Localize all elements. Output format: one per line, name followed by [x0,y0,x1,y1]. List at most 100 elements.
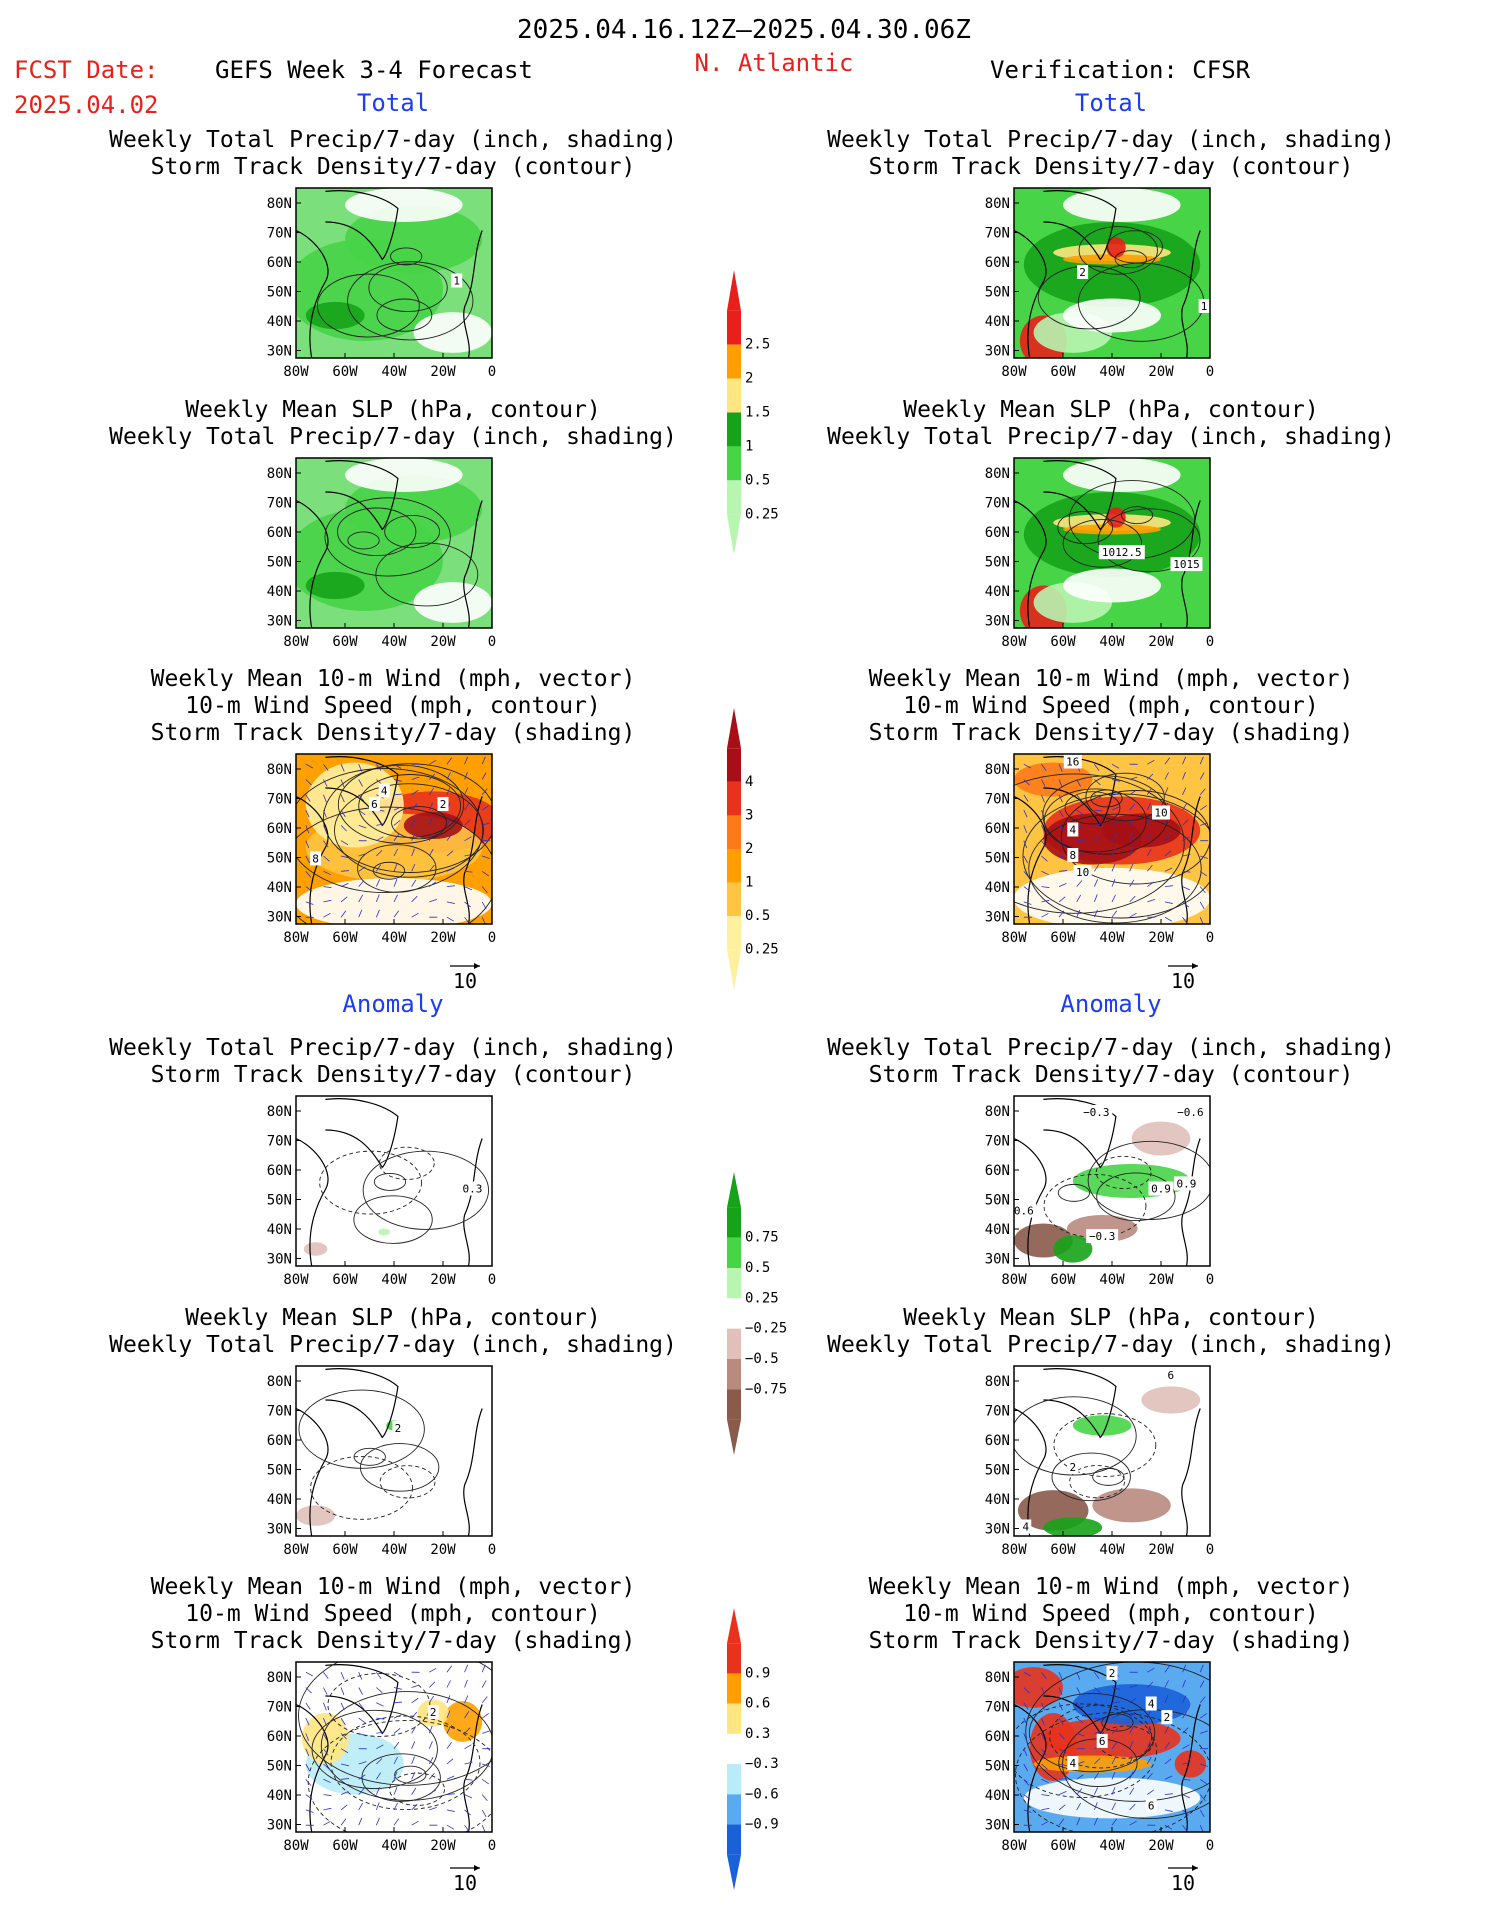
contour-label: 6 [1148,1800,1155,1813]
lon-tick-label: 0 [1206,1838,1214,1854]
contour-label: 8 [1069,849,1076,862]
panel-title-line: Storm Track Density/7-day (contour) [151,1062,636,1088]
colorbar-segment [727,379,741,413]
lat-tick-label: 30N [985,1818,1010,1834]
colorbar-segment [727,311,741,345]
lon-tick-label: 80W [1001,364,1027,380]
lat-tick-label: 50N [267,555,292,571]
vector-reference-label: 10 [1171,969,1195,993]
lat-tick-label: 50N [267,285,292,301]
lat-tick-label: 60N [267,821,292,837]
lat-tick-label: 40N [267,1788,292,1804]
lat-tick-label: 80N [985,1670,1010,1686]
shading-blob [304,1242,328,1256]
lon-tick-label: 40W [1099,634,1125,650]
panel-title-line: Weekly Mean 10-m Wind (mph, vector) [869,1574,1354,1600]
colorbar-segment [727,1359,741,1389]
lon-tick-label: 60W [332,930,358,946]
colorbar-top-arrow [727,1172,741,1207]
panel-title-line: Weekly Mean SLP (hPa, contour) [185,1305,600,1331]
colorbar-label: 0.3 [745,1726,770,1742]
colorbar-label: 0.9 [745,1665,770,1681]
vector-reference: 10 [450,1865,480,1895]
lat-tick-label: 50N [985,1193,1010,1209]
lat-tick-label: 60N [985,821,1010,837]
colorbar-segment [727,1268,741,1298]
colorbar-label: 1.5 [745,405,770,421]
lon-tick-label: 20W [430,1838,456,1854]
colorbar-segment [727,748,741,782]
lat-tick-label: 80N [985,762,1010,778]
lat-tick-label: 70N [985,496,1010,512]
contour-label: 6 [371,798,378,811]
panel-title-line: Storm Track Density/7-day (shading) [869,720,1354,746]
colorbar-segment [727,1389,741,1419]
lon-tick-label: 60W [1050,1838,1076,1854]
contour-label: 2 [1164,1711,1171,1724]
section-anomaly-left: Anomaly [342,990,443,1018]
panel-title-line: 10-m Wind Speed (mph, contour) [185,1601,600,1627]
lat-tick-label: 70N [267,792,292,808]
lon-tick-label: 20W [430,1542,456,1558]
contour-label: 4 [381,784,388,797]
contour-label: 0.9 [1151,1183,1171,1196]
colorbar-segment [727,1704,741,1734]
contour-label: 2 [1109,1667,1116,1680]
lat-tick-label: 80N [267,762,292,778]
colorbar-label: 0.5 [745,1260,770,1276]
contour-label: 0.6 [1014,1205,1034,1218]
lon-tick-label: 60W [1050,930,1076,946]
lat-tick-label: 70N [985,792,1010,808]
forecast-title: GEFS Week 3-4 Forecast [215,56,533,84]
colorbar-segment [727,1764,741,1794]
lat-tick-label: 70N [267,1700,292,1716]
colorbar-segment [727,916,741,950]
colorbar-label: −0.25 [745,1321,787,1337]
lon-tick-label: 40W [381,634,407,650]
lon-tick-label: 20W [430,930,456,946]
lon-tick-label: 20W [1148,1838,1174,1854]
shading-blob [378,1229,390,1236]
lat-tick-label: 40N [267,880,292,896]
lat-tick-label: 40N [267,1492,292,1508]
colorbar-segment [727,1238,741,1268]
colorbar-label: −0.3 [745,1756,779,1772]
lat-tick-label: 60N [267,1433,292,1449]
lat-tick-label: 50N [985,1463,1010,1479]
colorbar-segment [727,1643,741,1673]
lon-tick-label: 0 [488,364,496,380]
colorbar-label: 0.5 [745,472,770,488]
contour-label: 1 [1201,300,1208,313]
lat-tick-label: 70N [985,1134,1010,1150]
lon-tick-label: 0 [1206,634,1214,650]
contour-label: 10 [1154,807,1167,820]
lon-tick-label: 60W [332,1838,358,1854]
colorbar-segment [727,849,741,883]
panel-title-line: 10-m Wind Speed (mph, contour) [903,1601,1318,1627]
panel-title-line: 10-m Wind Speed (mph, contour) [185,693,600,719]
lon-tick-label: 40W [1099,1838,1125,1854]
vector-reference: 10 [450,963,480,993]
lat-tick-label: 70N [267,226,292,242]
contour-label: 2 [1069,1461,1076,1474]
panel-title-line: Weekly Total Precip/7-day (inch, shading… [827,127,1395,153]
colorbar-label: 0.6 [745,1696,770,1712]
contour-label: −0.3 [1083,1106,1110,1119]
lon-tick-label: 60W [1050,1542,1076,1558]
lat-tick-label: 50N [985,285,1010,301]
lat-tick-label: 30N [267,614,292,630]
lon-tick-label: 60W [1050,364,1076,380]
colorbar-segment [727,782,741,816]
panel-title-line: Weekly Total Precip/7-day (inch, shading… [109,127,677,153]
lat-tick-label: 50N [985,1759,1010,1775]
colorbar-segment [727,446,741,480]
lat-tick-label: 50N [267,1463,292,1479]
shading-blob [1063,299,1161,333]
shading-blob [1092,1488,1170,1522]
lat-tick-label: 60N [267,525,292,541]
contour-label: 1 [453,275,460,288]
colorbar-label: −0.9 [745,1817,779,1833]
